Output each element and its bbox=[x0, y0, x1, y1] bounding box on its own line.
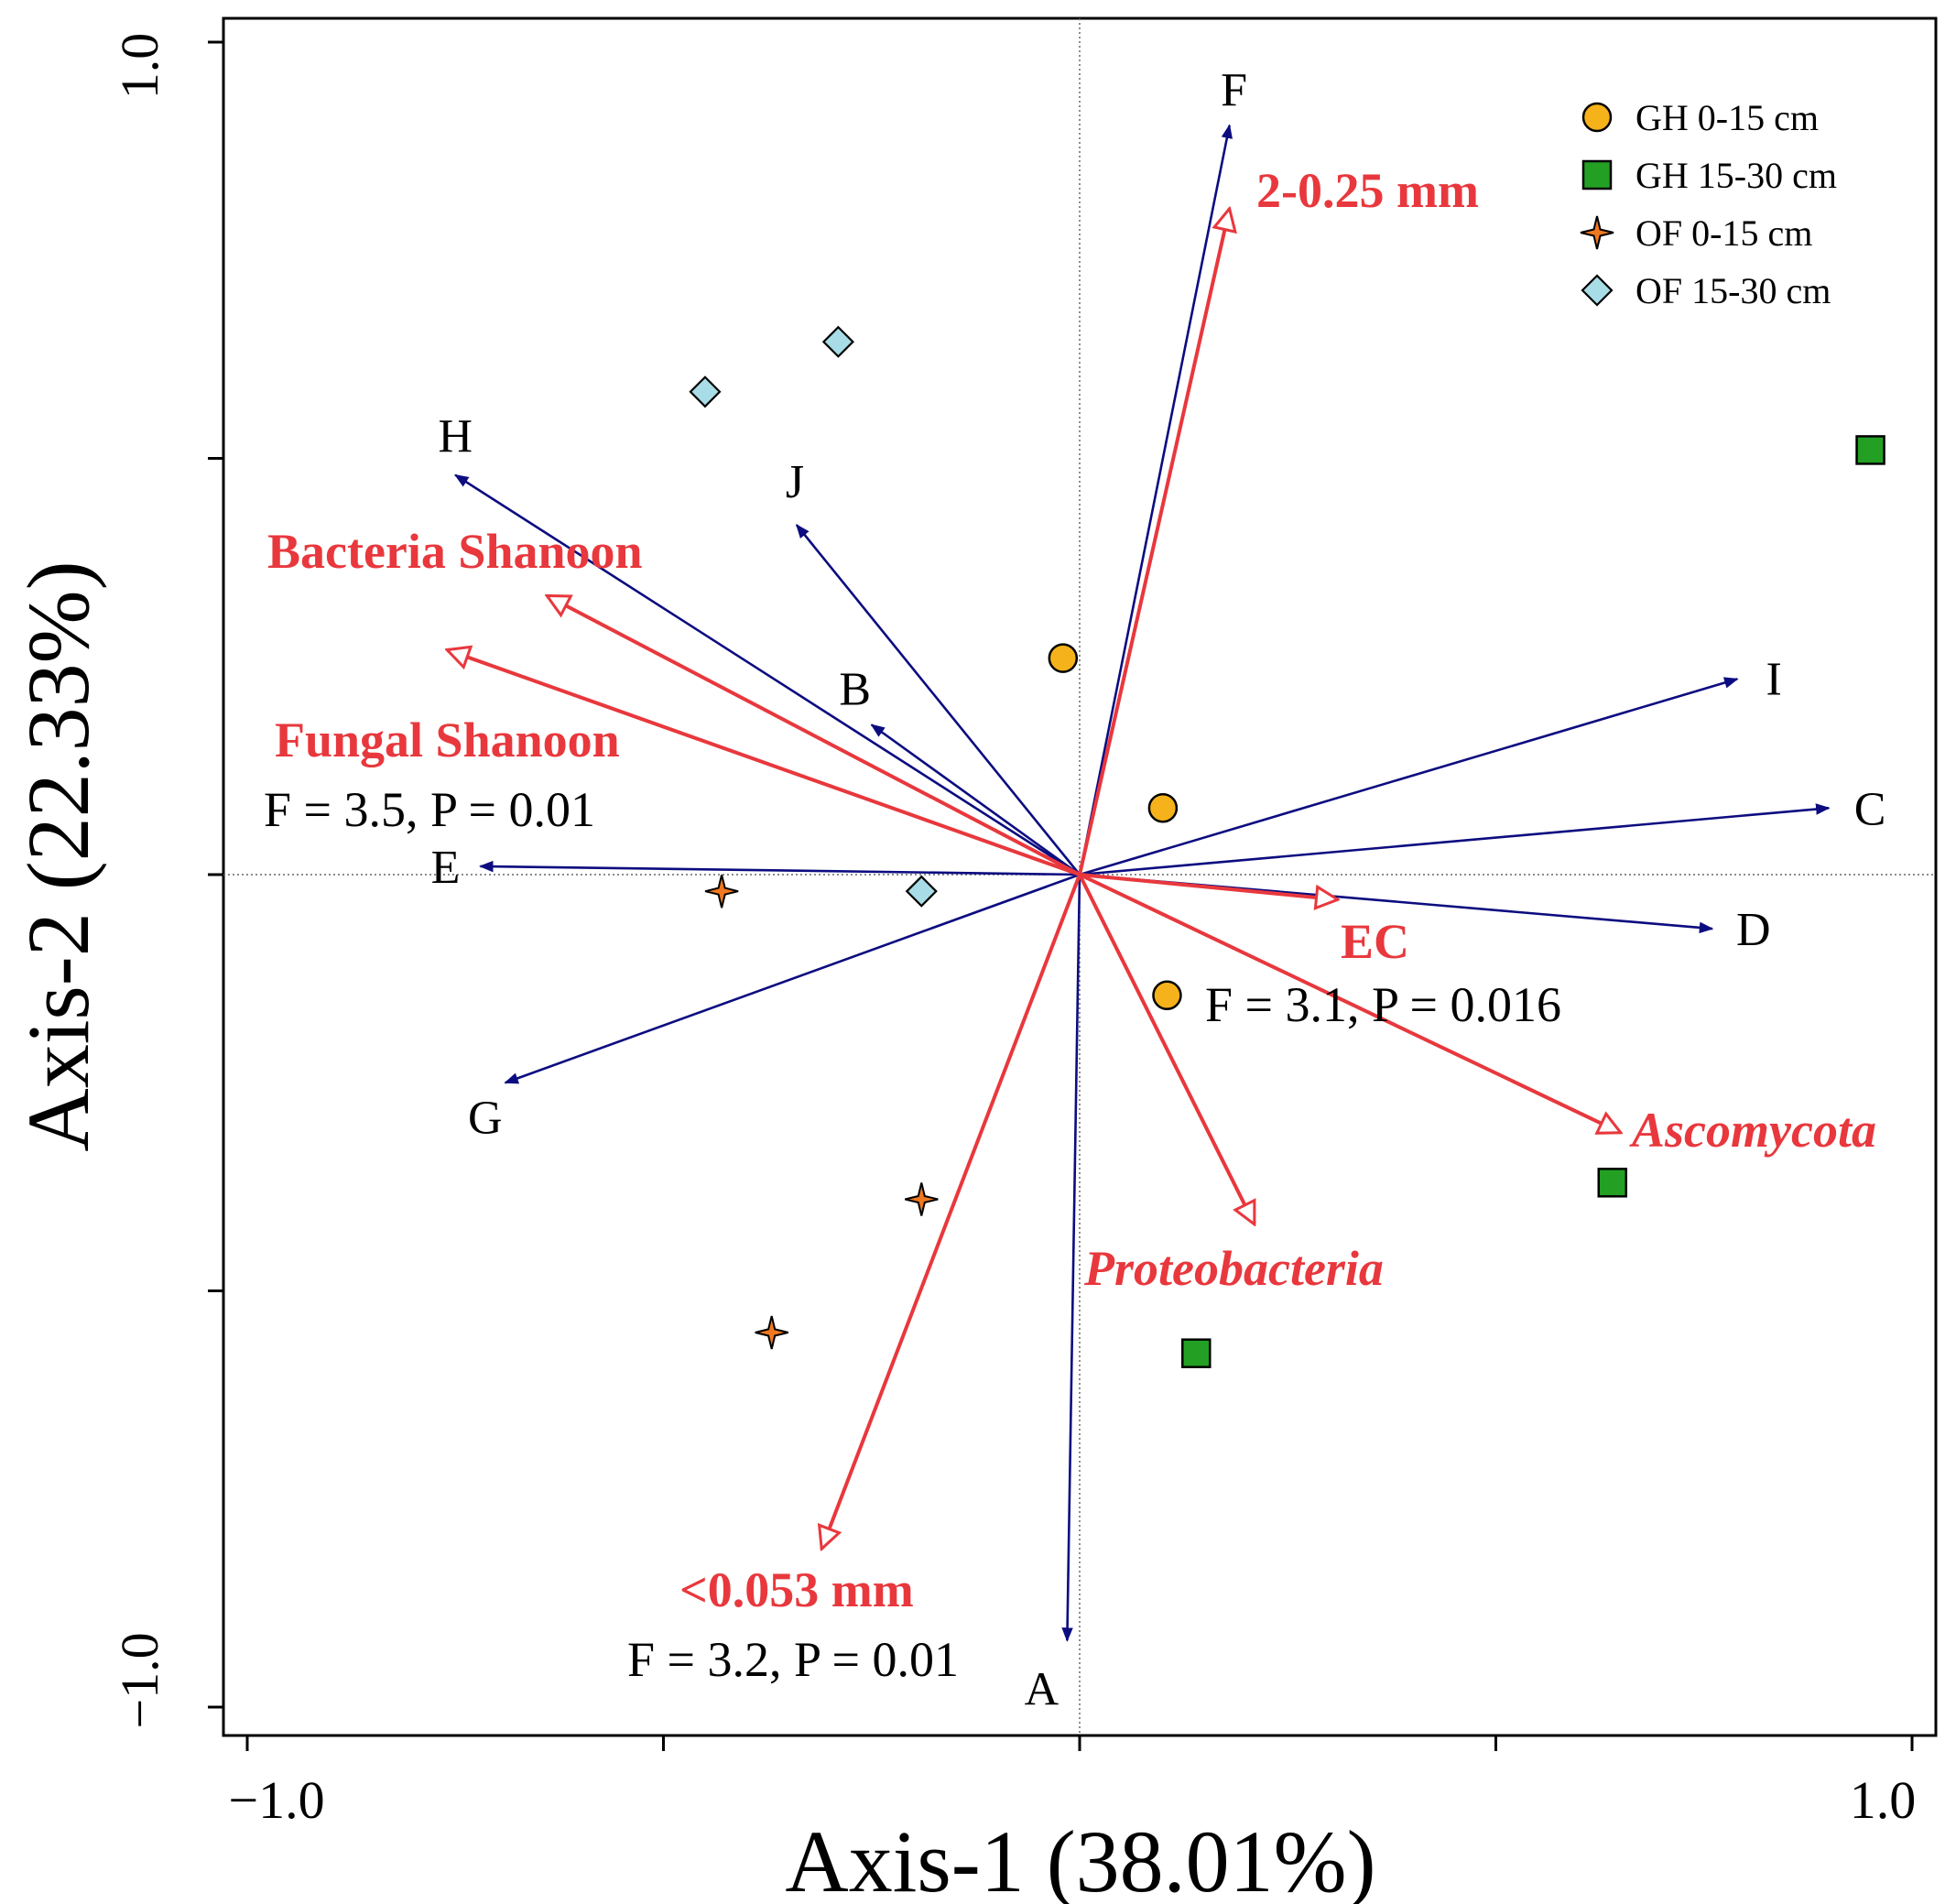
species-vector-h bbox=[453, 473, 1081, 876]
point-gh-0-15-cm-1 bbox=[1048, 643, 1079, 673]
point-of-0-15-cm-1 bbox=[704, 874, 739, 908]
env-label-0-053-mm: <0.053 mm bbox=[679, 1562, 914, 1617]
species-vector-a bbox=[1061, 874, 1081, 1642]
env-label-2-0-25-mm: 2-0.25 mm bbox=[1256, 163, 1479, 218]
legend-marker-gh-15-30-cm bbox=[1581, 159, 1613, 190]
x-tick-label-max: 1.0 bbox=[1850, 1770, 1917, 1830]
species-label-j: J bbox=[786, 456, 804, 508]
legend-marker-of-0-15-cm bbox=[1580, 215, 1614, 250]
species-vector-g bbox=[504, 873, 1081, 1084]
env-vector-bacteria-shanoon bbox=[547, 593, 1081, 876]
env-label-bacteria-shanoon: Bacteria Shanoon bbox=[267, 524, 643, 579]
species-label-h: H bbox=[438, 411, 473, 463]
stat-fine-fraction: F = 3.2, P = 0.01 bbox=[627, 1632, 959, 1687]
x-axis-title: Axis-1 (38.01%) bbox=[785, 1812, 1375, 1904]
species-label-b: B bbox=[839, 663, 871, 715]
env-vector-2-0-25-mm bbox=[1078, 209, 1230, 876]
legend-label-of-15-30-cm: OF 15-30 cm bbox=[1635, 270, 1831, 311]
point-of-15-30-cm-1 bbox=[689, 375, 722, 408]
legend-label-gh-0-15-cm: GH 0-15 cm bbox=[1635, 97, 1819, 138]
species-vector-b bbox=[870, 724, 1081, 876]
point-of-0-15-cm-3 bbox=[755, 1315, 788, 1350]
axis-tick-labels: −1.0 1.0 1.0 −1.0 bbox=[110, 33, 1916, 1830]
x-tick-label-min: −1.0 bbox=[228, 1770, 324, 1830]
species-vector-c bbox=[1079, 803, 1831, 876]
legend-label-of-0-15-cm: OF 0-15 cm bbox=[1635, 212, 1812, 254]
env-label-fungal-shanoon: Fungal Shanoon bbox=[275, 713, 620, 767]
env-vector-0-053-mm bbox=[821, 874, 1081, 1549]
env-label-ascomycota: Ascomycota bbox=[1629, 1103, 1876, 1158]
species-label-g: G bbox=[468, 1092, 503, 1144]
statistics-annotations: F = 3.5, P = 0.01 F = 3.1, P = 0.016 F =… bbox=[264, 782, 1561, 1687]
point-gh-0-15-cm-2 bbox=[1147, 793, 1179, 823]
species-label-f: F bbox=[1221, 64, 1247, 116]
species-vector-i bbox=[1079, 677, 1739, 876]
species-label-i: I bbox=[1766, 653, 1781, 705]
legend-label-gh-15-30-cm: GH 15-30 cm bbox=[1635, 155, 1837, 196]
point-of-0-15-cm-2 bbox=[905, 1182, 939, 1216]
species-vector-f bbox=[1078, 124, 1233, 876]
point-of-15-30-cm-2 bbox=[821, 325, 854, 358]
env-label-proteobacteria: Proteobacteria bbox=[1083, 1241, 1384, 1296]
point-gh-15-30-cm-3 bbox=[1181, 1338, 1212, 1368]
env-vector-ascomycota bbox=[1079, 873, 1621, 1133]
y-axis-title: Axis-2 (22.33%) bbox=[9, 560, 107, 1151]
axis-ticks bbox=[208, 40, 1914, 1751]
species-label-d: D bbox=[1736, 904, 1771, 956]
point-of-15-30-cm-3 bbox=[905, 875, 938, 908]
y-tick-label-min: −1.0 bbox=[110, 1632, 169, 1728]
env-vector-fungal-shanoon bbox=[447, 650, 1081, 876]
sample-points bbox=[689, 325, 1885, 1368]
environmental-vectors: 2-0.25 mm Bacteria Shanoon Fungal Shanoon E… bbox=[267, 163, 1876, 1617]
species-vectors: A B C D E F G H I J bbox=[431, 64, 1886, 1715]
stat-fungal-shanoon: F = 3.5, P = 0.01 bbox=[264, 782, 595, 837]
legend-marker-of-15-30-cm bbox=[1581, 274, 1614, 307]
species-label-c: C bbox=[1854, 783, 1886, 835]
legend-marker-gh-0-15-cm bbox=[1581, 102, 1613, 133]
species-vector-e bbox=[478, 860, 1081, 876]
point-gh-0-15-cm-3 bbox=[1152, 980, 1182, 1011]
legend: GH 0-15 cm GH 15-30 cm OF 0-15 cm OF 15-30 … bbox=[1580, 97, 1837, 311]
env-label-ec: EC bbox=[1341, 914, 1409, 969]
env-vector-proteobacteria bbox=[1078, 874, 1256, 1224]
point-gh-15-30-cm-2 bbox=[1597, 1168, 1628, 1198]
stat-ec: F = 3.1, P = 0.016 bbox=[1205, 977, 1561, 1032]
species-vector-j bbox=[795, 524, 1081, 876]
species-label-a: A bbox=[1025, 1663, 1060, 1715]
point-gh-15-30-cm-1 bbox=[1855, 435, 1885, 465]
y-tick-label-max: 1.0 bbox=[110, 33, 169, 100]
species-label-e: E bbox=[431, 842, 461, 894]
env-vector-ec bbox=[1079, 873, 1338, 899]
